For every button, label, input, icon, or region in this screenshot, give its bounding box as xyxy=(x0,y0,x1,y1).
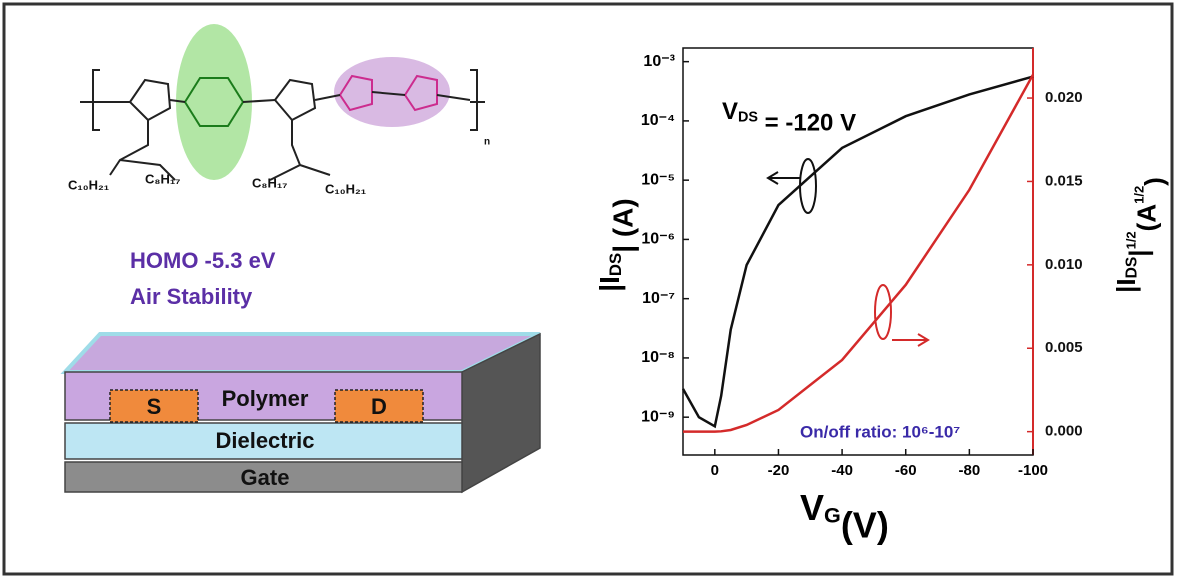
y2-tick-label: 0.010 xyxy=(1045,256,1083,273)
layer-label: Gate xyxy=(241,465,290,490)
chart: 0 -20 -40 -60 -80 -100 10⁻⁹ 10⁻⁸ 10⁻⁷ 10⁻⁶ 10⁻⁵ 10⁻… xyxy=(594,47,1169,545)
y2-axis-label-part: |I xyxy=(1111,278,1141,293)
y-axis-label-part: |I xyxy=(594,276,625,292)
repeat-index: n xyxy=(484,137,490,148)
y2-tick-label: 0.015 xyxy=(1045,172,1083,189)
x-tick-label: -20 xyxy=(768,462,790,479)
molecule xyxy=(80,24,485,181)
y-axis-label-part: DS xyxy=(606,253,625,276)
x-axis-label-part: (V) xyxy=(841,504,889,545)
y2-axis-label-part: ) xyxy=(1139,177,1169,186)
y-tick-label: 10⁻⁸ xyxy=(641,349,675,366)
device xyxy=(60,332,541,494)
substituent: C₈H₁₇ xyxy=(145,171,180,186)
y-tick-label: 10⁻⁷ xyxy=(642,290,675,307)
y2-axis-label: |IDS|1/2(A1/2) xyxy=(1111,177,1169,293)
layer-label: Dielectric xyxy=(215,428,314,453)
stability-label: Air Stability xyxy=(130,284,253,309)
x-tick-label: -80 xyxy=(959,462,981,479)
data-line xyxy=(681,75,1034,429)
homo-label: HOMO -5.3 eV xyxy=(130,248,276,273)
substituent: C₁₀H₂₁ xyxy=(68,177,109,192)
annotation-part: V xyxy=(722,98,738,125)
data-line xyxy=(683,74,1035,433)
y-tick-label: 10⁻⁹ xyxy=(641,408,675,425)
y-axis-label-part: | (A) xyxy=(608,198,639,252)
y-tick-label: 10⁻⁴ xyxy=(641,112,675,129)
annotation-part: = -120 V xyxy=(758,110,856,137)
substituent: C₁₀H₂₁ xyxy=(325,181,366,196)
y-axis-label: |IDS| (A) xyxy=(594,198,638,291)
y2-tick-label: 0.000 xyxy=(1045,423,1083,440)
y-tick-label: 10⁻⁵ xyxy=(641,171,675,188)
x-tick-label: 0 xyxy=(711,462,719,479)
x-tick-label: -40 xyxy=(831,462,853,479)
y2-axis-label-part: | xyxy=(1123,249,1153,256)
molecule-labels: C₁₀H₂₁ C₈H₁₇ C₈H₁₇ C₁₀H₂₁ n xyxy=(68,137,490,197)
annotation: On/off ratio: 10⁶-10⁷ xyxy=(800,422,960,441)
x-tick-label: -60 xyxy=(895,462,917,479)
y2-axis-label-part: DS xyxy=(1124,257,1141,279)
x-axis-label: VG(V) xyxy=(800,487,889,545)
layer-label: Polymer xyxy=(222,386,309,411)
x-axis-label-part: G xyxy=(824,502,841,527)
electrode-label: D xyxy=(371,394,387,419)
arrows xyxy=(766,158,930,347)
y2-axis-label-part: (A xyxy=(1131,204,1161,232)
y-tick-label: 10⁻³ xyxy=(643,53,675,70)
x-tick-label: -100 xyxy=(1018,462,1048,479)
annotation: VDS = -120 V xyxy=(722,98,856,137)
substituent: C₈H₁₇ xyxy=(252,175,287,190)
y2-axis-label-part: 1/2 xyxy=(1132,186,1147,204)
y2-tick-label: 0.020 xyxy=(1045,89,1083,106)
electrode-label: S xyxy=(147,394,162,419)
y-tick-label: 10⁻⁶ xyxy=(641,231,675,248)
x-axis-label-part: V xyxy=(800,487,824,528)
annotation-part: DS xyxy=(738,109,758,125)
y2-axis-label-part: 1/2 xyxy=(1124,231,1139,249)
y2-tick-label: 0.005 xyxy=(1045,339,1083,356)
